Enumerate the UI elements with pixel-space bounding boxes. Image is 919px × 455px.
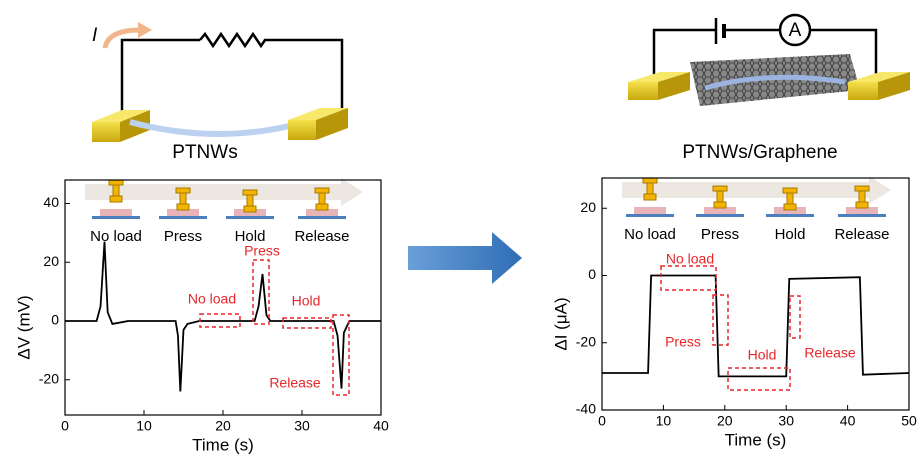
x-tick-label: 20 (717, 413, 733, 429)
annotation: Hold (292, 293, 321, 309)
x-tick-label: 0 (61, 418, 69, 434)
y-tick-label: 20 (580, 199, 596, 215)
inset-label: Press (701, 226, 739, 243)
x-tick-label: 10 (136, 418, 152, 434)
annotation: No load (188, 291, 236, 307)
transition-arrow (408, 232, 522, 284)
x-axis-label: Time (s) (725, 430, 787, 449)
y-axis-label: ΔI (μA) (551, 297, 570, 350)
press-tip (110, 196, 122, 202)
highlight-box (283, 318, 331, 328)
x-tick-label: 40 (373, 418, 389, 434)
x-tick-label: 50 (901, 413, 917, 429)
annotation: Release (269, 375, 321, 391)
inset-arrow (622, 176, 891, 204)
annotation: No load (666, 251, 714, 267)
press-rod (787, 192, 793, 204)
circuit-right (628, 15, 910, 106)
substrate (298, 216, 346, 219)
press-rod (247, 194, 253, 206)
inset-label: No load (624, 226, 676, 243)
sample (634, 207, 666, 214)
press-tip (644, 194, 656, 200)
sample (100, 209, 132, 216)
x-tick-label: 30 (294, 418, 310, 434)
press-rod (180, 192, 186, 204)
press-rod (113, 184, 119, 196)
press-tip (856, 202, 868, 208)
annotation: Press (665, 334, 701, 350)
press-head (243, 190, 257, 195)
substrate (696, 214, 744, 217)
figure: I PTNWs A PTNWs/Graphene No load Press Hol… (0, 0, 919, 455)
press-rod (717, 190, 723, 202)
y-tick-label: 0 (51, 312, 59, 328)
annotation: Hold (748, 347, 777, 363)
inset-label: No load (90, 228, 142, 245)
y-tick-label: -20 (39, 370, 59, 386)
y-tick-label: -20 (576, 333, 596, 349)
substrate (766, 214, 814, 217)
substrate (159, 216, 207, 219)
press-tip (177, 204, 189, 210)
press-rod (647, 182, 653, 194)
press-head (783, 188, 797, 193)
press-head (713, 186, 727, 191)
highlight-box (728, 368, 790, 390)
panel-title: PTNWs (172, 142, 237, 163)
press-head (643, 178, 657, 183)
panel-title: PTNWs/Graphene (682, 142, 837, 163)
inset-label: Hold (775, 226, 806, 243)
substrate (626, 214, 674, 217)
highlight-box (713, 295, 728, 345)
meter-label: A (789, 20, 802, 41)
press-tip (316, 204, 328, 210)
press-tip (244, 206, 256, 212)
press-tip (714, 202, 726, 208)
annotation: Press (244, 243, 280, 259)
circuit-left (92, 22, 348, 142)
substrate (226, 216, 274, 219)
highlight-box (790, 296, 800, 338)
inset-label: Release (294, 228, 349, 245)
press-head (855, 186, 869, 191)
press-rod (859, 190, 865, 202)
x-tick-label: 0 (598, 413, 606, 429)
x-tick-label: 40 (840, 413, 856, 429)
press-tip (784, 204, 796, 210)
current-label: I (92, 25, 98, 46)
y-tick-label: 40 (43, 194, 59, 210)
y-tick-label: 0 (588, 266, 596, 282)
substrate (838, 214, 886, 217)
press-rod (319, 192, 325, 204)
x-tick-label: 20 (215, 418, 231, 434)
inset-label: Release (834, 226, 889, 243)
press-head (315, 188, 329, 193)
y-tick-label: -40 (576, 401, 596, 417)
annotation: Release (804, 345, 856, 361)
y-axis-label: ΔV (mV) (14, 295, 33, 359)
highlight-box (661, 266, 716, 290)
y-tick-label: 20 (43, 253, 59, 269)
x-tick-label: 10 (656, 413, 672, 429)
inset-label: Press (164, 228, 202, 245)
press-head (109, 180, 123, 185)
press-head (176, 188, 190, 193)
substrate (92, 216, 140, 219)
x-tick-label: 30 (778, 413, 794, 429)
x-axis-label: Time (s) (192, 435, 254, 454)
